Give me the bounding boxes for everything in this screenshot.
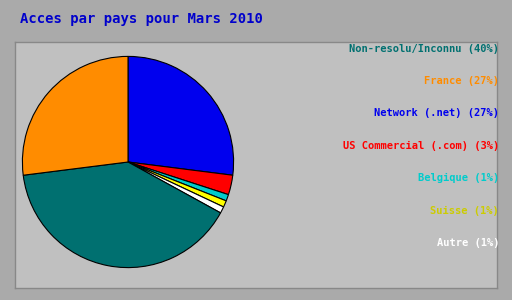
- Text: Network (.net) (27%): Network (.net) (27%): [374, 108, 499, 118]
- Text: Suisse (1%): Suisse (1%): [431, 206, 499, 215]
- Text: US Commercial (.com) (3%): US Commercial (.com) (3%): [343, 141, 499, 151]
- Wedge shape: [23, 162, 221, 268]
- Wedge shape: [128, 162, 228, 201]
- Wedge shape: [23, 56, 128, 175]
- Wedge shape: [128, 56, 233, 175]
- Wedge shape: [128, 162, 233, 195]
- Wedge shape: [128, 162, 226, 207]
- Wedge shape: [128, 162, 224, 213]
- Text: Autre (1%): Autre (1%): [437, 238, 499, 248]
- Text: France (27%): France (27%): [424, 76, 499, 86]
- Text: Acces par pays pour Mars 2010: Acces par pays pour Mars 2010: [20, 12, 263, 26]
- Text: Belgique (1%): Belgique (1%): [418, 173, 499, 183]
- Text: Non-resolu/Inconnu (40%): Non-resolu/Inconnu (40%): [349, 44, 499, 53]
